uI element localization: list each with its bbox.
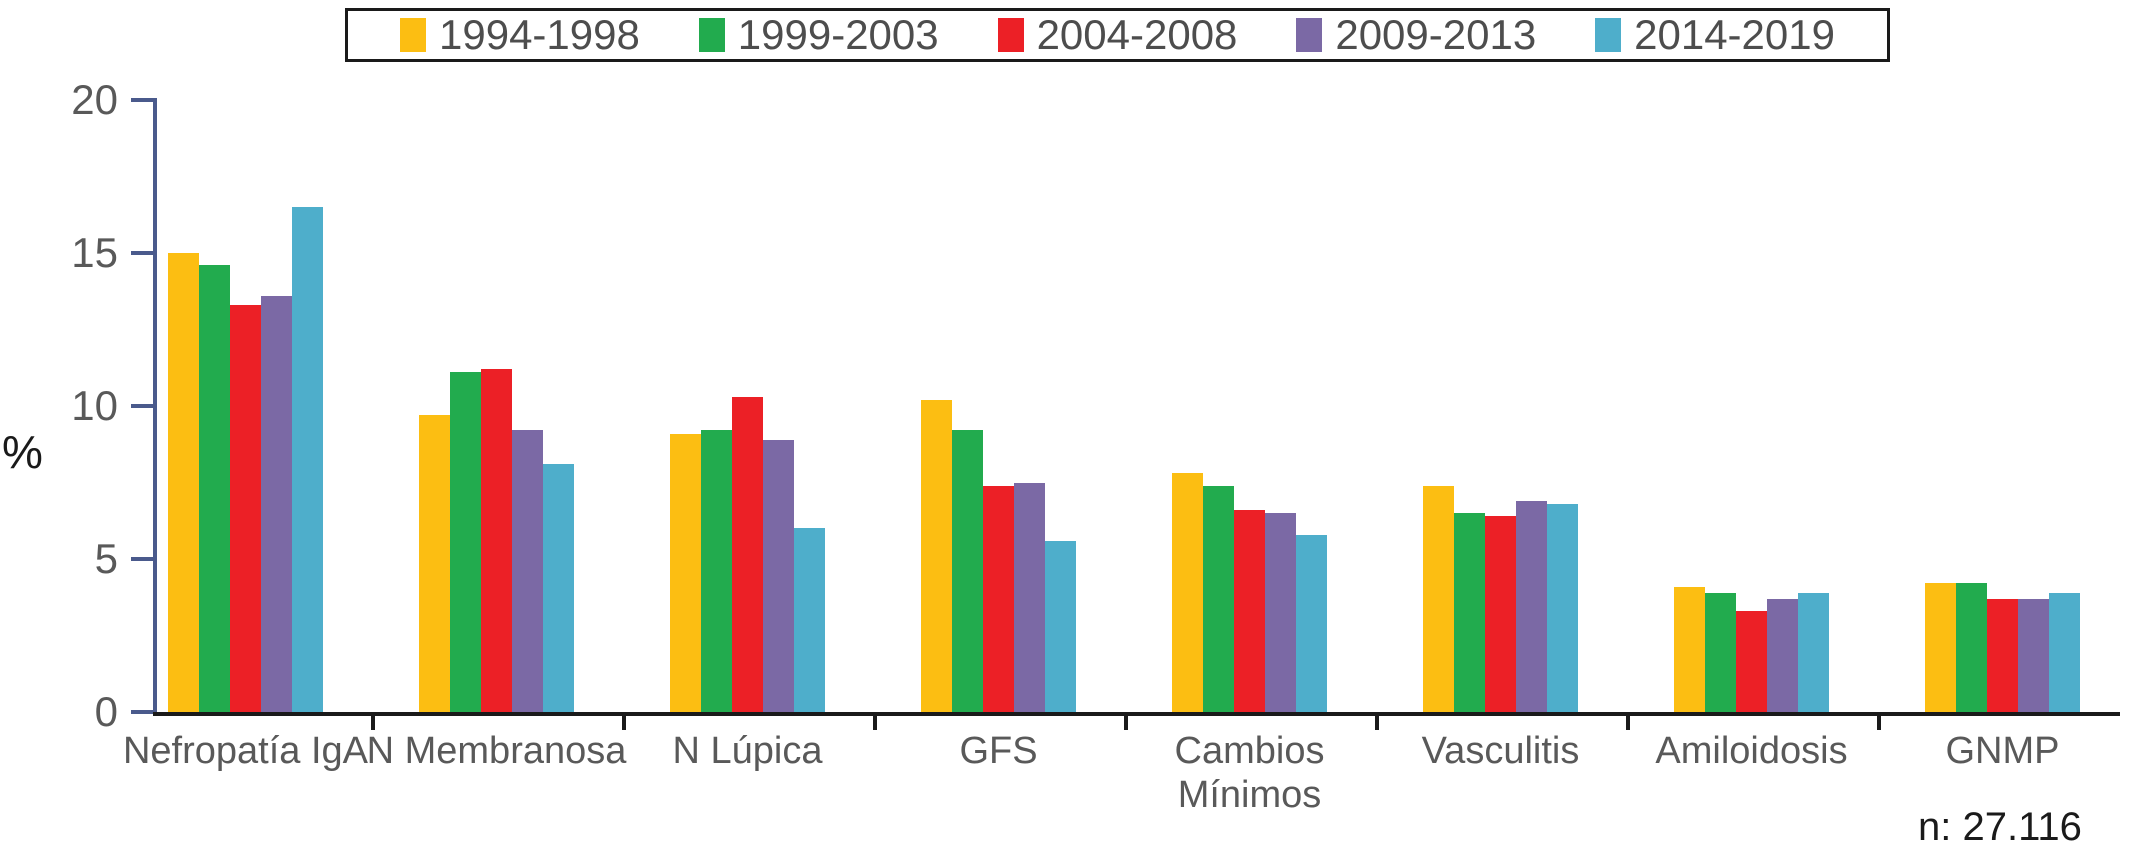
legend-label: 2014-2019 [1634, 11, 1835, 58]
bar-1999-2003-GFS [952, 430, 983, 712]
legend-swatch-icon [1595, 18, 1622, 52]
legend-label: 2004-2008 [1036, 11, 1238, 58]
legend-item: 2009-2013 [1296, 11, 1536, 59]
bar-1994-1998-GFS [921, 399, 952, 712]
bar-1994-1998-Vasculitis [1423, 485, 1454, 712]
x-category-label: Cambios Mínimos [1174, 730, 1325, 816]
x-category-label: GFS [959, 730, 1038, 772]
y-tick-label: 10 [71, 382, 118, 429]
bar-1999-2003-Vasculitis [1454, 513, 1485, 712]
x-category-label: Vasculitis [1421, 730, 1580, 772]
bar-2014-2019-Amiloidosis [1798, 592, 1829, 712]
bar-2014-2019-Cambios Mínimos [1296, 534, 1327, 712]
y-axis-tick [131, 404, 153, 408]
bar-1999-2003-Nefropatía IgA [199, 265, 230, 712]
bar-1994-1998-N Membranosa [419, 415, 450, 712]
y-axis-tick [131, 251, 153, 255]
y-axis-title: % [2, 426, 43, 478]
legend-swatch-icon [400, 18, 426, 52]
y-tick-label: 20 [71, 76, 118, 123]
bar-1994-1998-Nefropatía IgA [168, 253, 199, 712]
bar-2014-2019-GFS [1045, 540, 1076, 712]
bar-2004-2008-N Lúpica [732, 396, 763, 712]
y-tick-label: 5 [94, 535, 118, 582]
bar-2014-2019-GNMP [2049, 592, 2080, 712]
bar-2009-2013-N Membranosa [512, 430, 543, 712]
legend-label: 1994-1998 [439, 11, 640, 58]
legend-swatch-icon [1296, 18, 1323, 52]
x-axis-minor-tick [1626, 716, 1630, 730]
legend-label: 2009-2013 [1335, 11, 1537, 58]
legend-item: 1994-1998 [400, 11, 640, 59]
y-axis-tick [131, 98, 153, 102]
bar-1999-2003-GNMP [1956, 583, 1987, 712]
bar-2009-2013-N Lúpica [763, 439, 794, 712]
bar-1994-1998-Cambios Mínimos [1172, 473, 1203, 712]
bar-2004-2008-GNMP [1987, 598, 2018, 712]
bar-1999-2003-N Lúpica [701, 430, 732, 712]
legend-swatch-icon [997, 18, 1024, 52]
bar-2004-2008-N Membranosa [481, 369, 512, 712]
bar-1999-2003-N Membranosa [450, 372, 481, 712]
bar-2014-2019-Nefropatía IgA [292, 207, 323, 712]
bar-2014-2019-N Membranosa [543, 464, 574, 712]
bar-2009-2013-GNMP [2018, 598, 2049, 712]
bar-2014-2019-Vasculitis [1547, 503, 1578, 712]
bar-2014-2019-N Lúpica [794, 528, 825, 712]
legend-item: 2004-2008 [997, 11, 1238, 59]
bar-1994-1998-Amiloidosis [1674, 586, 1705, 712]
x-axis-minor-tick [1124, 716, 1128, 730]
bar-1999-2003-Amiloidosis [1705, 592, 1736, 712]
bar-2004-2008-GFS [983, 485, 1014, 712]
bar-2004-2008-Amiloidosis [1736, 611, 1767, 712]
x-axis-minor-tick [873, 716, 877, 730]
bar-2009-2013-Vasculitis [1516, 500, 1547, 712]
bar-1999-2003-Cambios Mínimos [1203, 485, 1234, 712]
bar-2004-2008-Cambios Mínimos [1234, 510, 1265, 712]
y-axis-tick [131, 710, 153, 714]
bar-1994-1998-GNMP [1925, 583, 1956, 712]
x-category-label: N Membranosa [366, 730, 627, 772]
bar-2009-2013-Amiloidosis [1767, 598, 1798, 712]
legend-item: 2014-2019 [1595, 11, 1835, 59]
sample-size-annotation: n: 27.116 [1918, 805, 2082, 849]
bar-2004-2008-Vasculitis [1485, 516, 1516, 712]
x-category-label: GNMP [1945, 730, 2060, 772]
x-axis-line [153, 712, 2120, 716]
x-axis-minor-tick [622, 716, 626, 730]
bar-2009-2013-GFS [1014, 482, 1045, 712]
x-axis-minor-tick [1375, 716, 1379, 730]
legend-label: 1999-2003 [737, 11, 939, 58]
y-tick-label: 15 [71, 229, 118, 276]
x-category-label: Amiloidosis [1655, 730, 1848, 772]
y-axis-line [153, 98, 157, 714]
bar-2009-2013-Nefropatía IgA [261, 295, 292, 712]
x-axis-minor-tick [1877, 716, 1881, 730]
x-category-label: N Lúpica [672, 730, 823, 772]
x-axis-minor-tick [371, 716, 375, 730]
bar-2009-2013-Cambios Mínimos [1265, 513, 1296, 712]
x-category-label: Nefropatía IgA [122, 730, 369, 772]
legend-item: 1999-2003 [698, 11, 939, 59]
chart-legend: 1994-1998 1999-2003 2004-2008 2009-2013 2014… [345, 8, 1890, 62]
bar-2004-2008-Nefropatía IgA [230, 305, 261, 712]
y-axis-tick [131, 557, 153, 561]
y-tick-label: 0 [94, 688, 118, 735]
bar-1994-1998-N Lúpica [670, 433, 701, 712]
legend-swatch-icon [698, 18, 725, 52]
